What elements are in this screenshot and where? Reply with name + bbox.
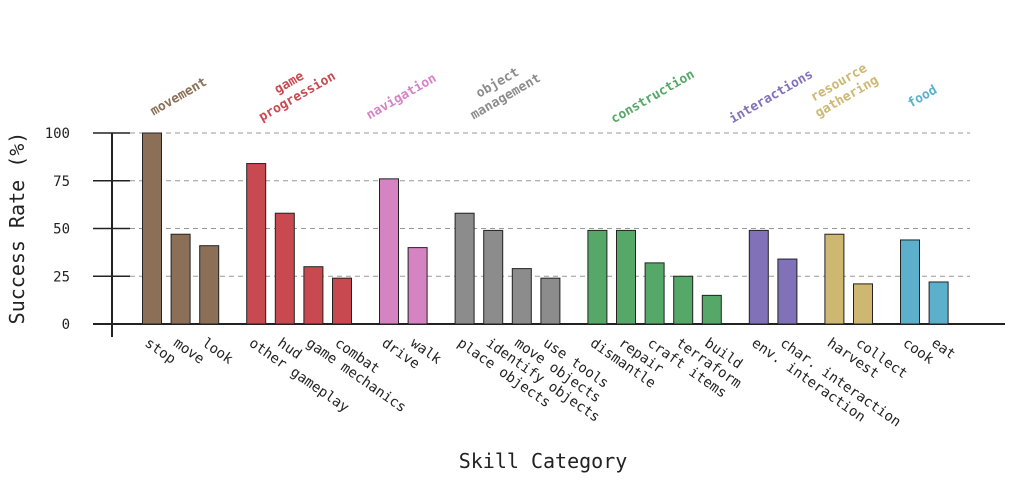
x-tick-label: move — [170, 335, 207, 367]
bar — [379, 178, 399, 325]
group-label: resourcegathering — [805, 59, 882, 121]
group-label: movement — [148, 75, 210, 119]
y-tick-label: 0 — [62, 317, 70, 333]
group-label: objectmanagement — [460, 57, 543, 123]
y-tick-label: 50 — [53, 222, 70, 238]
bar — [616, 229, 636, 325]
y-tick-label: 25 — [53, 269, 70, 285]
bar — [142, 132, 162, 325]
bar — [644, 262, 665, 325]
y-tick-label: 75 — [53, 174, 70, 190]
group-label: interactions — [727, 67, 816, 127]
x-tick-label: look — [199, 335, 236, 368]
y-axis-title: Success Rate (%) — [5, 132, 29, 325]
group-label: food — [905, 83, 940, 112]
x-axis-title: Skill Category — [459, 449, 628, 473]
bar — [483, 229, 504, 325]
group-label: construction — [608, 67, 697, 127]
bar — [777, 258, 798, 325]
bar — [587, 229, 608, 325]
bar — [246, 163, 267, 325]
group-label: navigation — [364, 71, 439, 123]
bar — [673, 275, 694, 325]
group-label: gameprogression — [248, 55, 338, 125]
x-tick-label: cook — [900, 335, 937, 368]
bar — [928, 281, 949, 325]
bar — [407, 247, 428, 325]
bar — [332, 277, 352, 325]
bar — [511, 268, 532, 325]
x-tick-label: stop — [142, 335, 179, 367]
bar — [701, 294, 722, 325]
bar — [303, 266, 324, 325]
bar — [540, 277, 561, 325]
bar — [454, 212, 475, 325]
bar — [274, 212, 295, 325]
bar — [853, 283, 873, 325]
y-tick-label: 100 — [45, 126, 70, 142]
bar — [748, 229, 769, 325]
bar — [900, 239, 920, 325]
bar — [824, 233, 845, 325]
bar — [199, 245, 220, 325]
bar — [170, 233, 191, 325]
